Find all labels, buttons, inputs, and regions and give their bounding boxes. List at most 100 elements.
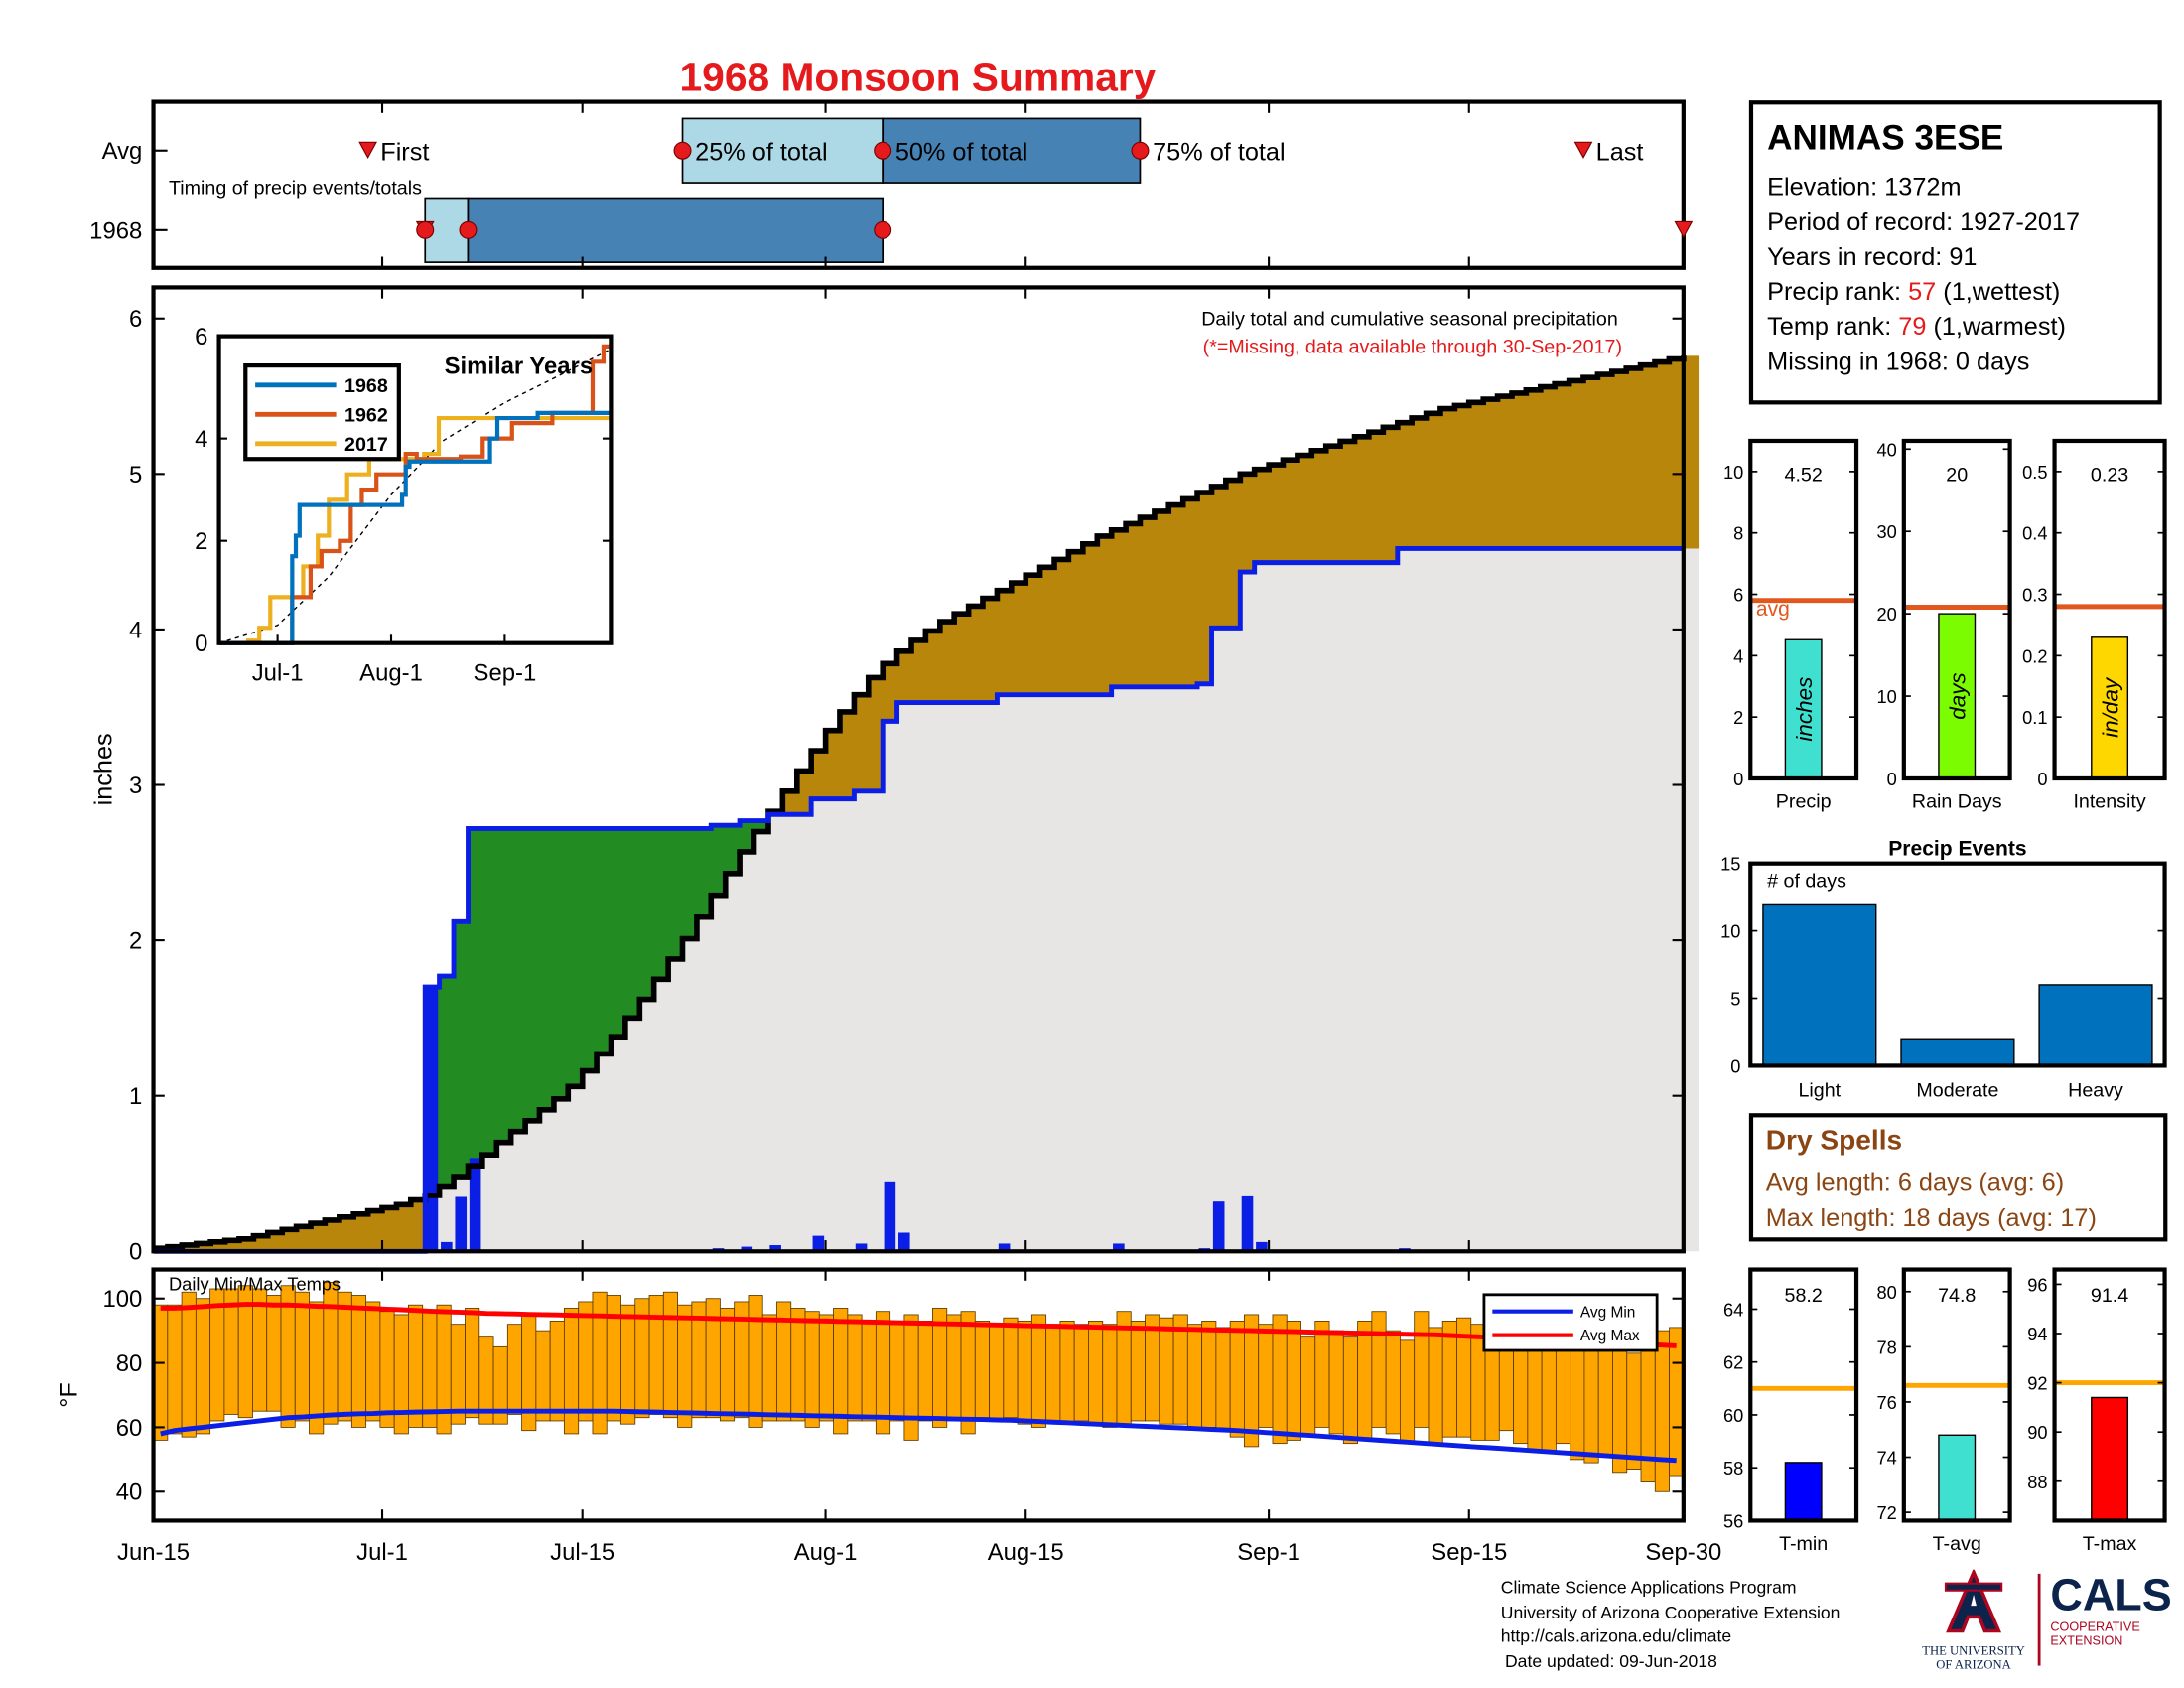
y-tick-label: 40 [116,1479,143,1506]
below-average-fill [954,614,970,703]
q50-q75-box [882,117,1142,184]
cumulative-base-fill [553,1098,570,1252]
below-average-fill [1039,567,1055,695]
y-tick-label: 10 [1876,686,1896,707]
daily-temp-bar [960,1311,976,1435]
daily-temp-bar [408,1304,424,1428]
x-tick-label: Aug-1 [359,660,423,687]
above-average-fill [468,828,483,1167]
university-of-arizona-logo: THE UNIVERSITY OF ARIZONA [1918,1567,2029,1674]
first-event-marker [358,141,377,159]
below-average-fill [1669,358,1685,549]
daily-temp-bar [393,1314,409,1435]
below-average-fill [1182,498,1198,687]
stat-value: 4.52 [1785,465,1823,487]
events-title: Precip Events [1888,837,2026,860]
y-tick-label: 5 [1730,989,1740,1010]
cumulative-base-fill [1225,628,1242,1252]
daily-temp-bar [1583,1336,1599,1464]
cumulative-base-fill [825,798,841,1252]
daily-temp-bar [465,1308,480,1419]
cumulative-base-fill [1011,694,1027,1252]
q50-label: 50% of total [895,139,1028,167]
below-average-fill [182,1245,198,1252]
daily-temp-bar [1286,1321,1301,1441]
cumulative-base-fill [1126,686,1142,1252]
below-average-fill [1011,582,1027,695]
below-average-fill [267,1232,284,1252]
y-tick-label: 0 [1730,1055,1740,1076]
temp-rank-note: (1,warmest) [1926,312,2066,341]
cumulative-base-fill [782,814,798,1252]
first-label: First [380,139,429,167]
daily-temp-bar [677,1304,693,1428]
precip-stats-panel: 0 2 4 6 8 10 4.52 inches Precip avg 0 10 20 30 40 20 day… [1723,438,2167,812]
above-average-fill [525,828,541,1121]
daily-temp-bar [790,1308,806,1422]
cumulative-base-fill [696,916,713,1252]
below-average-fill [282,1229,298,1252]
below-average-fill [1340,441,1356,563]
cumulative-base-fill [1283,562,1298,1252]
daily-temp-bar [1030,1314,1047,1428]
y-tick-label: 88 [2027,1472,2047,1492]
y-tick-label: 4 [129,617,142,643]
y-tick-label: 78 [1876,1336,1896,1357]
above-average-fill [481,828,498,1156]
daily-temp-bar [1342,1336,1359,1445]
daily-precip-bar [426,987,439,1252]
cumulative-base-fill [624,1018,641,1252]
daily-temp-bar [903,1314,919,1441]
cumulative-base-fill [597,1054,613,1252]
cumulative-base-fill [1197,683,1213,1252]
y-tick-label: 0.3 [2022,585,2047,606]
x-tick-label: Sep-15 [1431,1539,1507,1566]
daily-temp-bar [989,1324,1005,1422]
credit-link[interactable]: http://cals.arizona.edu/climate [1500,1626,1732,1646]
below-average-fill [1468,402,1485,549]
cumulative-base-fill [868,790,885,1252]
below-average-fill [1240,474,1256,572]
daily-temp-bar [1215,1327,1231,1432]
q50-q75-box [467,197,885,263]
below-average-fill [1426,413,1441,549]
below-average-fill [868,677,885,791]
above-average-fill [539,828,555,1110]
below-average-fill [1154,510,1170,687]
daily-precip-bar [441,1241,453,1252]
daily-temp-bar [1414,1311,1430,1428]
stat-value: 91.4 [2091,1285,2128,1307]
daily-temp-bar [195,1298,211,1435]
missing-data-note: (*=Missing, data available through 30-Se… [1203,336,1622,357]
daily-temp-bar [1399,1339,1416,1445]
dry-spells-max-length: Max length: 18 days (avg: 17) [1765,1203,2097,1232]
above-average-fill [611,828,626,1038]
daily-temp-bar [1059,1321,1075,1425]
below-average-fill [210,1241,226,1252]
cumulative-base-fill [711,895,727,1252]
temp-rank-value: 79 [1898,312,1927,341]
below-average-fill [367,1210,383,1252]
daily-temp-bar [350,1295,367,1428]
below-average-fill [1511,392,1528,549]
avg-max-line [160,1302,1677,1348]
below-average-fill [1097,535,1113,695]
y-tick-label: 58 [1723,1458,1743,1478]
daily-temp-bar [1654,1330,1670,1492]
below-average-fill [1526,389,1542,549]
cumulative-base-fill [1325,562,1341,1252]
inset-avg-line [218,348,612,644]
daily-temp-bar [1045,1324,1061,1422]
logo-divider [2037,1573,2041,1666]
cals-wordmark: CALS [2050,1569,2172,1620]
cumulative-base-fill [1454,548,1470,1252]
y-tick-label: 96 [2027,1274,2047,1295]
y-tick-label: 62 [1723,1352,1743,1373]
last-event-marker [1674,220,1694,239]
q75-marker [1131,141,1150,160]
stat-frame [1748,1267,1859,1523]
below-average-fill [1483,399,1499,549]
y-tick-label: 20 [1876,604,1896,625]
